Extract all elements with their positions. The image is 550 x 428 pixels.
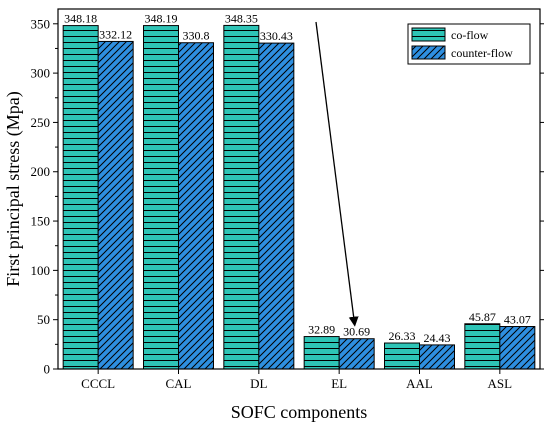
data-label-cal-co-flow: 348.19 — [145, 12, 178, 26]
y-tick-label: 100 — [31, 263, 51, 278]
data-label-dl-counter-flow: 330.43 — [260, 29, 293, 43]
y-tick-label: 0 — [44, 362, 51, 377]
data-label-aal-co-flow: 26.33 — [389, 329, 416, 343]
bar-cccl-counter-flow — [97, 40, 134, 370]
data-label-dl-co-flow: 348.35 — [225, 11, 258, 25]
y-tick-label: 200 — [31, 164, 51, 179]
data-label-cccl-counter-flow: 332.12 — [99, 27, 132, 41]
legend: co-flow counter-flow — [407, 23, 531, 65]
bar-asl-counter-flow — [499, 326, 536, 370]
x-tick-label-cccl: CCCL — [81, 376, 115, 391]
legend-swatch-counter-flow — [411, 45, 446, 60]
bar-aal-counter-flow — [419, 344, 455, 370]
bar-cccl-co-flow — [62, 25, 99, 370]
data-label-aal-counter-flow: 24.43 — [424, 331, 451, 345]
y-tick-label: 150 — [31, 214, 51, 229]
x-axis: CCCL CAL DL EL AAL ASL — [81, 369, 512, 391]
x-tick-label-dl: DL — [250, 376, 267, 391]
y-axis: 0 50 100 150 200 250 300 350 — [31, 16, 544, 377]
y-tick-label: 300 — [31, 66, 51, 81]
data-label-cccl-co-flow: 348.18 — [64, 12, 97, 26]
bars-group — [62, 24, 536, 370]
x-tick-label-asl: ASL — [488, 376, 513, 391]
y-tick-label: 50 — [37, 312, 50, 327]
data-label-el-co-flow: 32.89 — [308, 323, 335, 337]
y-tick-label: 250 — [31, 115, 51, 130]
legend-label-co-flow: co-flow — [451, 28, 489, 42]
plot-frame — [57, 8, 541, 370]
x-tick-label-cal: CAL — [166, 376, 192, 391]
data-label-asl-counter-flow: 43.07 — [504, 313, 531, 327]
bar-dl-co-flow — [223, 24, 260, 370]
y-tick-label: 350 — [31, 16, 51, 31]
bar-el-counter-flow — [338, 338, 375, 370]
data-label-cal-counter-flow: 330.8 — [183, 29, 210, 43]
x-tick-label-el: EL — [331, 376, 347, 391]
bar-asl-co-flow — [464, 323, 501, 370]
bar-dl-counter-flow — [258, 42, 295, 370]
legend-swatch-co-flow — [411, 27, 446, 42]
x-tick-label-aal: AAL — [406, 376, 433, 391]
data-label-el-counter-flow: 30.69 — [343, 325, 370, 339]
y-axis-title: First principal stress (Mpa) — [3, 91, 24, 286]
bar-aal-co-flow — [384, 342, 420, 370]
x-axis-title: SOFC components — [231, 402, 368, 422]
legend-label-counter-flow: counter-flow — [451, 46, 513, 60]
bar-cal-counter-flow — [178, 42, 214, 370]
bar-el-co-flow — [303, 336, 340, 370]
annotation-arrow — [315, 21, 359, 327]
data-label-asl-co-flow: 45.87 — [469, 310, 496, 324]
bar-cal-co-flow — [143, 25, 179, 370]
